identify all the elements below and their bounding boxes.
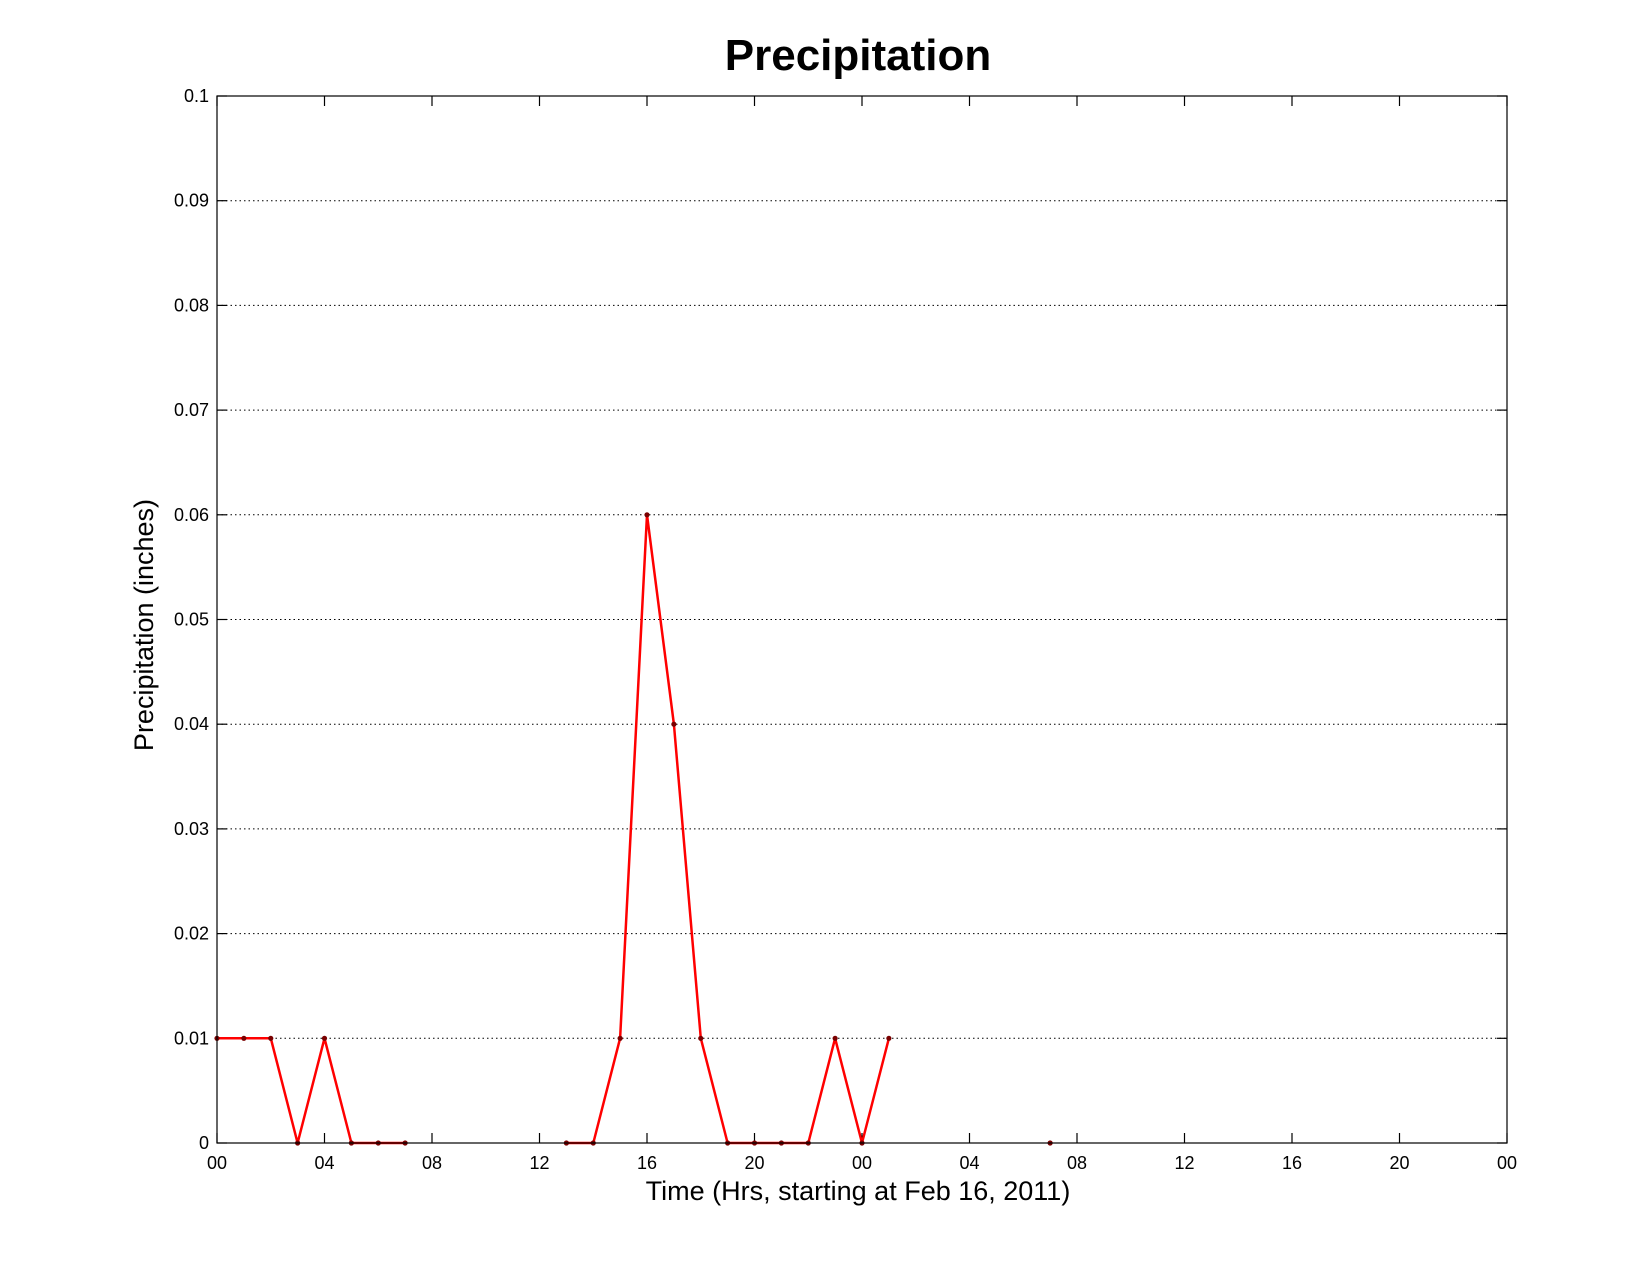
y-tick-labels: 0 0.01 0.02 0.03 0.04 0.05 0.06 0.07 0.08 0.09 0.1 <box>174 86 209 1153</box>
data-point <box>241 1035 247 1041</box>
x-tick-label: 00 <box>1497 1153 1517 1173</box>
x-tick-label: 20 <box>744 1153 764 1173</box>
x-tick-label: 12 <box>1174 1153 1194 1173</box>
x-tick-label: 16 <box>1282 1153 1302 1173</box>
x-tick-label: 08 <box>422 1153 442 1173</box>
x-axis-label: Time (Hrs, starting at Feb 16, 2011) <box>646 1176 1071 1206</box>
chart-title: Precipitation <box>725 31 992 80</box>
data-point <box>617 1035 623 1041</box>
x-tick-label: 20 <box>1389 1153 1409 1173</box>
x-tick-labels: 00 04 08 12 16 20 00 04 08 12 16 20 00 <box>207 1153 1517 1173</box>
data-point <box>268 1035 274 1041</box>
x-tick-label: 00 <box>852 1153 872 1173</box>
data-point <box>671 721 677 727</box>
axes-frame <box>216 95 1508 1144</box>
x-tick-label: 04 <box>314 1153 334 1173</box>
x-tick-label: 12 <box>529 1153 549 1173</box>
plot-area <box>214 95 1508 1146</box>
y-tick-label: 0.06 <box>174 505 209 525</box>
y-tick-label: 0.02 <box>174 924 209 944</box>
y-tick-label: 0.07 <box>174 400 209 420</box>
data-point <box>832 1035 838 1041</box>
y-tick-label: 0.08 <box>174 295 209 315</box>
y-tick-label: 0.1 <box>184 86 209 106</box>
grid-lines <box>217 200 1507 1039</box>
data-point <box>321 1035 328 1041</box>
y-tick-label: 0 <box>199 1133 209 1153</box>
y-tick-label: 0.09 <box>174 191 209 211</box>
data-point <box>698 1035 704 1041</box>
y-tick-label: 0.01 <box>174 1028 209 1048</box>
x-tick-label: 08 <box>1067 1153 1087 1173</box>
data-point <box>644 512 650 518</box>
x-tick-label: 04 <box>959 1153 979 1173</box>
y-axis-label: Precipitation (inches) <box>129 499 159 751</box>
x-tick-label: 00 <box>207 1153 227 1173</box>
y-tick-label: 0.03 <box>174 819 209 839</box>
data-point <box>886 1035 892 1041</box>
y-tick-label: 0.05 <box>174 610 209 630</box>
x-tick-label: 16 <box>637 1153 657 1173</box>
y-tick-label: 0.04 <box>174 714 209 734</box>
